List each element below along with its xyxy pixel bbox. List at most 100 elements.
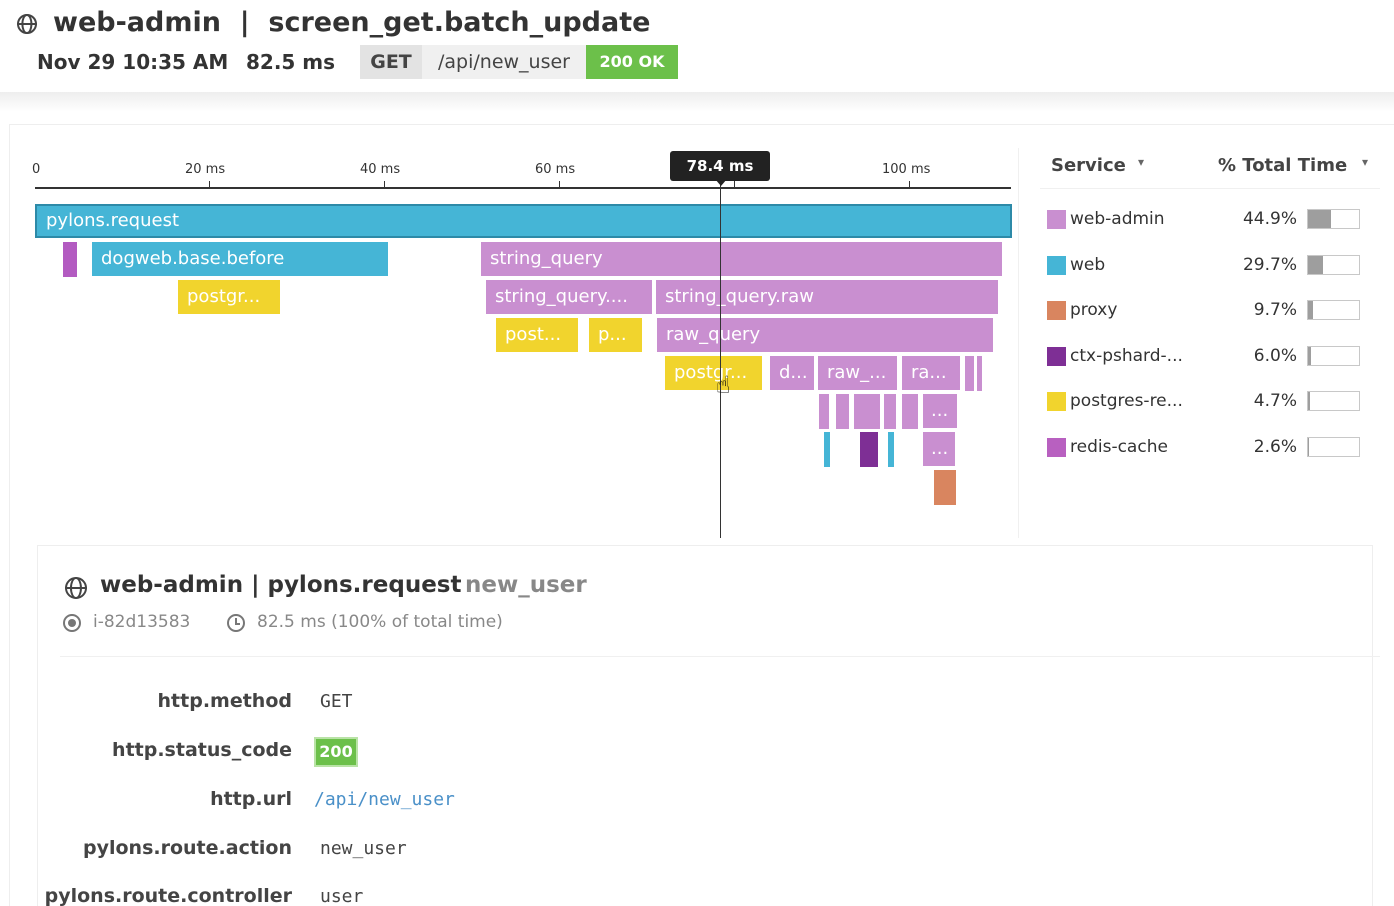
service-name: ctx-pshard-... xyxy=(1070,345,1183,366)
span-string-query-raw[interactable]: string_query.raw xyxy=(656,280,998,314)
tag-value-http-url-link[interactable]: /api/new_user xyxy=(314,789,455,810)
span-p[interactable]: p... xyxy=(589,318,642,352)
flame-graph[interactable]: 0 20 ms 40 ms 60 ms 100 ms pylons.reques… xyxy=(0,0,1394,545)
span-bar[interactable] xyxy=(977,356,982,391)
service-name: web xyxy=(1070,254,1106,275)
http-method-badge: GET xyxy=(360,45,422,79)
service-name: web-admin xyxy=(1070,209,1165,229)
axis-tick xyxy=(209,181,210,189)
time-axis xyxy=(35,187,1011,189)
span-bar[interactable] xyxy=(819,394,829,429)
axis-tick xyxy=(384,181,385,189)
http-status-badge: 200 OK xyxy=(586,45,678,79)
service-percent-bar-fill xyxy=(1308,210,1331,228)
service-row[interactable]: postgres-re... 4.7% xyxy=(1047,389,1377,419)
span-bar[interactable] xyxy=(884,394,896,429)
span-bar[interactable] xyxy=(888,432,894,467)
time-cursor-tooltip: 78.4 ms xyxy=(670,151,770,181)
trace-header: web-admin | screen_get.batch_update Nov … xyxy=(0,0,1394,92)
span-d[interactable]: d... xyxy=(770,356,814,390)
service-row[interactable]: redis-cache 2.6% xyxy=(1047,435,1377,465)
span-bar[interactable] xyxy=(934,470,956,505)
globe-icon xyxy=(65,577,87,599)
service-percent: 6.0% xyxy=(1253,345,1297,366)
tag-value-route-controller: user xyxy=(320,886,364,906)
span-bar[interactable] xyxy=(854,394,880,429)
span-details-panel xyxy=(37,545,1373,906)
span-resource-name: new_user xyxy=(465,572,587,598)
service-percent-bar xyxy=(1307,209,1360,229)
total-time-column-header[interactable]: % Total Time xyxy=(1218,155,1348,176)
service-percent-bar xyxy=(1307,345,1360,366)
axis-tick-label: 0 xyxy=(32,162,41,177)
service-name: proxy xyxy=(1070,300,1118,321)
service-percent-bar xyxy=(1307,300,1360,321)
span-raw-query[interactable]: raw_query xyxy=(657,318,993,352)
service-percent-bar-fill xyxy=(1308,392,1311,411)
span-postgres[interactable]: postgr... xyxy=(178,280,280,314)
trace-duration: 82.5 ms xyxy=(246,50,336,74)
span-bar[interactable] xyxy=(860,432,878,467)
time-cursor-line xyxy=(720,172,721,538)
span-string-query[interactable]: string_query xyxy=(481,242,1002,276)
details-divider xyxy=(60,656,1380,657)
service-row[interactable]: ctx-pshard-... 6.0% xyxy=(1047,344,1377,374)
service-percent-bar xyxy=(1307,254,1360,275)
span-bar[interactable] xyxy=(836,394,849,429)
span-ellipsis[interactable]: ... xyxy=(923,394,957,428)
tag-key-http-url: http.url xyxy=(210,788,292,810)
service-percent: 9.7% xyxy=(1253,300,1297,321)
service-percent-bar-fill xyxy=(1308,346,1312,365)
span-dogweb-base-before[interactable]: dogweb.base.before xyxy=(92,242,388,276)
service-percent: 4.7% xyxy=(1253,391,1297,412)
span-ra-trunc[interactable]: ra... xyxy=(902,356,960,390)
service-color-swatch xyxy=(1047,255,1066,275)
span-post[interactable]: post... xyxy=(496,318,578,352)
tag-value-http-method: GET xyxy=(320,691,353,712)
tag-key-route-controller: pylons.route.controller xyxy=(44,885,292,906)
globe-icon xyxy=(17,14,37,34)
span-bar[interactable] xyxy=(824,432,830,467)
span-bar[interactable] xyxy=(63,242,77,277)
sort-caret-icon[interactable]: ▾ xyxy=(1138,155,1145,169)
span-string-query-trunc[interactable]: string_query.... xyxy=(486,280,652,314)
service-column-header[interactable]: Service xyxy=(1051,155,1126,176)
tag-key-http-method: http.method xyxy=(157,690,292,712)
service-color-swatch xyxy=(1047,301,1066,321)
service-percent-bar-fill xyxy=(1308,301,1313,320)
service-percent-bar-fill xyxy=(1308,438,1310,456)
axis-tick-label: 60 ms xyxy=(535,162,576,177)
axis-tick-label: 40 ms xyxy=(360,162,401,177)
host-icon xyxy=(63,614,81,632)
span-bar[interactable] xyxy=(902,394,918,429)
axis-tick xyxy=(734,181,735,189)
service-percent-bar-fill xyxy=(1308,255,1324,274)
service-name: redis-cache xyxy=(1070,437,1168,457)
service-percent: 44.9% xyxy=(1242,209,1297,229)
axis-tick-label: 20 ms xyxy=(185,162,226,177)
service-row[interactable]: web-admin 44.9% xyxy=(1047,207,1377,237)
span-bar[interactable] xyxy=(965,356,974,391)
span-duration: 82.5 ms (100% of total time) xyxy=(257,612,503,632)
span-pylons-request[interactable]: pylons.request xyxy=(35,204,1012,238)
http-path-badge: /api/new_user xyxy=(422,45,586,79)
tag-key-http-status-code: http.status_code xyxy=(112,739,292,761)
span-raw-trunc[interactable]: raw_... xyxy=(818,356,897,390)
header-shadow xyxy=(0,92,1394,112)
tooltip-arrow xyxy=(715,179,727,186)
hand-pointer-icon: ☝ xyxy=(716,371,731,399)
axis-tick xyxy=(559,181,560,189)
service-percent: 2.6% xyxy=(1253,437,1297,457)
service-color-swatch xyxy=(1047,210,1066,229)
trace-date: Nov 29 10:35 AM xyxy=(37,50,229,74)
span-ellipsis[interactable]: ... xyxy=(923,432,955,466)
service-row[interactable]: proxy 9.7% xyxy=(1047,298,1377,328)
service-row[interactable]: web 29.7% xyxy=(1047,253,1377,283)
legend-header-divider xyxy=(1040,188,1380,189)
host-name[interactable]: i-82d13583 xyxy=(93,612,191,632)
sort-caret-icon[interactable]: ▾ xyxy=(1362,155,1369,169)
trace-panel xyxy=(9,124,1394,906)
span-postgres-2[interactable]: postgr... xyxy=(665,356,762,390)
span-details-title: web-admin | pylons.request xyxy=(100,572,462,598)
legend-divider xyxy=(1018,148,1019,538)
